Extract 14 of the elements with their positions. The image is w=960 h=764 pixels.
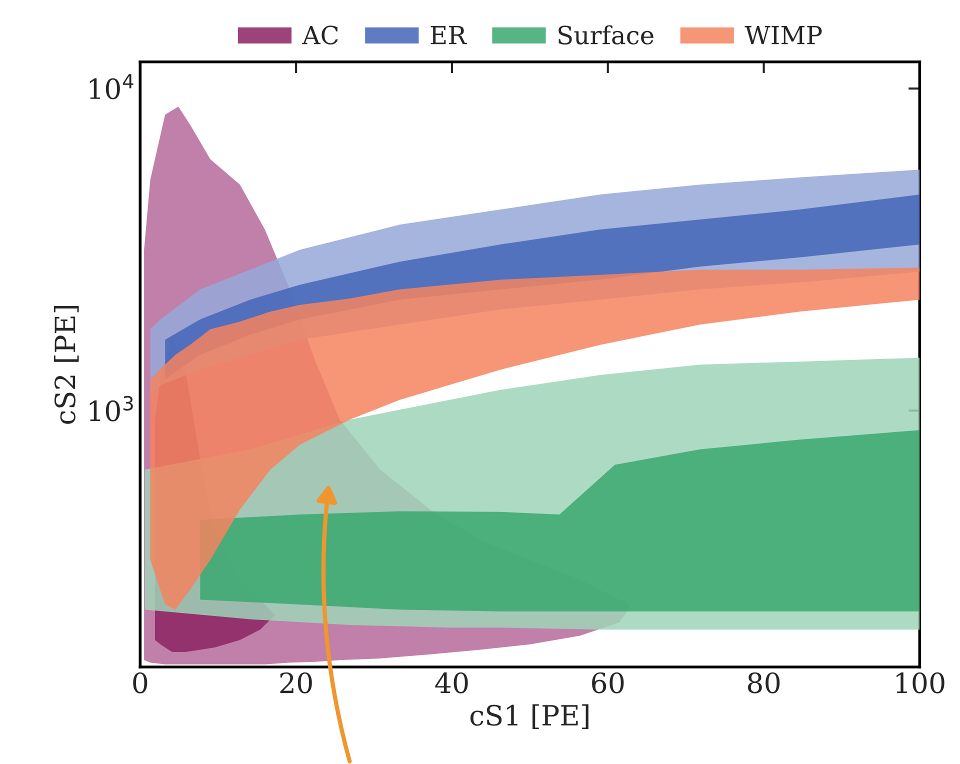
x-tick-label: 80 [748,672,780,694]
x-tick-label: 40 [435,672,468,694]
legend-label: AC [302,26,338,45]
x-axis-title: cS1 [PE] [470,704,588,730]
y-tick-label: 10$^{3}$ [90,396,133,422]
x-tick-label: 20 [280,672,312,694]
y-tick-label: 10$^{4}$ [90,74,134,100]
y-axis-title: cS2 [PE] [54,306,79,424]
legend-label: ER [430,26,468,44]
x-tick-label: 100 [896,672,944,694]
legend-label: Surface [558,25,654,45]
x-tick-label: 0 [133,672,148,694]
x-tick-label: 60 [592,672,624,694]
legend-label: WIMP [744,26,822,44]
